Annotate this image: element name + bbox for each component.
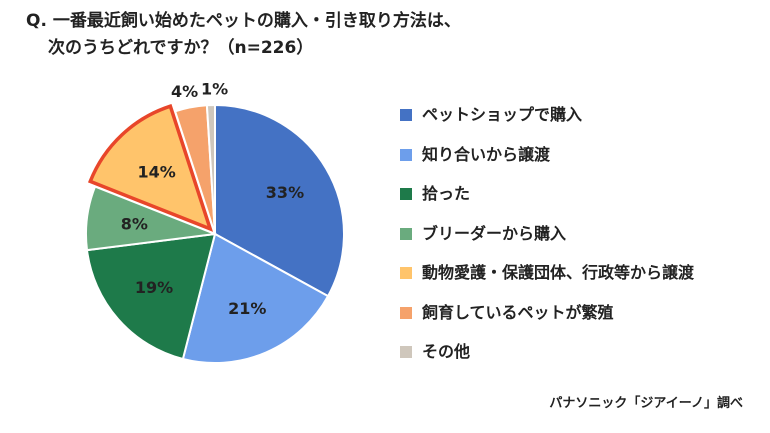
legend-label-6: その他 [422, 342, 471, 361]
data-label-0: 33% [266, 183, 304, 202]
legend-item-4: 動物愛護・保護団体、行政等から譲渡 [400, 262, 694, 302]
legend-label-0: ペットショップで購入 [422, 105, 583, 124]
legend-item-5: 飼育しているペットが繁殖 [400, 302, 694, 342]
pie-slice-3 [85, 185, 216, 252]
question-line-1: Q. 一番最近飼い始めたペットの購入・引き取り方法は、 [26, 11, 461, 31]
legend-item-1: 知り合いから譲渡 [400, 144, 694, 184]
chart-title: Q. 一番最近飼い始めたペットの購入・引き取り方法は、 次のうちどれですか？（n… [26, 8, 461, 62]
pie-slice-4 [87, 104, 214, 232]
data-label-4: 14% [137, 162, 175, 181]
legend-item-0: ペットショップで購入 [400, 104, 694, 144]
legend-swatch-2 [400, 188, 412, 200]
legend: ペットショップで購入 知り合いから譲渡 拾ったブリーダーから購入動物愛護・保護団体、… [400, 104, 694, 381]
pie-slice-0 [214, 103, 345, 298]
data-label-5: 4% [171, 82, 198, 101]
legend-label-5: 飼育しているペットが繁殖 [422, 302, 614, 322]
legend-label-2: 拾った [422, 184, 471, 203]
pie-slice-2 [85, 232, 217, 361]
legend-swatch-1 [400, 148, 412, 161]
data-label-6: 1% [201, 80, 228, 99]
legend-item-3: ブリーダーから購入 [400, 223, 694, 263]
legend-swatch-3 [400, 227, 412, 240]
legend-label-4: 動物愛護・保護団体、行政等から譲渡 [422, 263, 695, 282]
legend-item-6: その他 [400, 341, 694, 381]
data-label-3: 8% [121, 214, 148, 233]
pie-slice-1 [181, 232, 330, 364]
legend-item-2: 拾った [400, 183, 694, 223]
source-note: パナソニック「ジアイーノ」調べ [549, 396, 743, 411]
pie-slice-6 [205, 103, 216, 235]
legend-label-1: 知り合いから譲渡 [422, 144, 551, 164]
data-label-1: 21% [228, 299, 266, 318]
legend-label-3: ブリーダーから購入 [422, 223, 567, 243]
legend-swatch-4 [400, 267, 412, 279]
data-label-2: 19% [135, 278, 173, 297]
legend-swatch-6 [400, 346, 412, 358]
legend-swatch-0 [400, 109, 412, 121]
question-line-2: 次のうちどれですか？（n=226） [48, 38, 314, 58]
legend-swatch-5 [400, 306, 412, 319]
pie-chart: 33% 21% 19% 8% 14% 4% 1% [85, 80, 345, 364]
